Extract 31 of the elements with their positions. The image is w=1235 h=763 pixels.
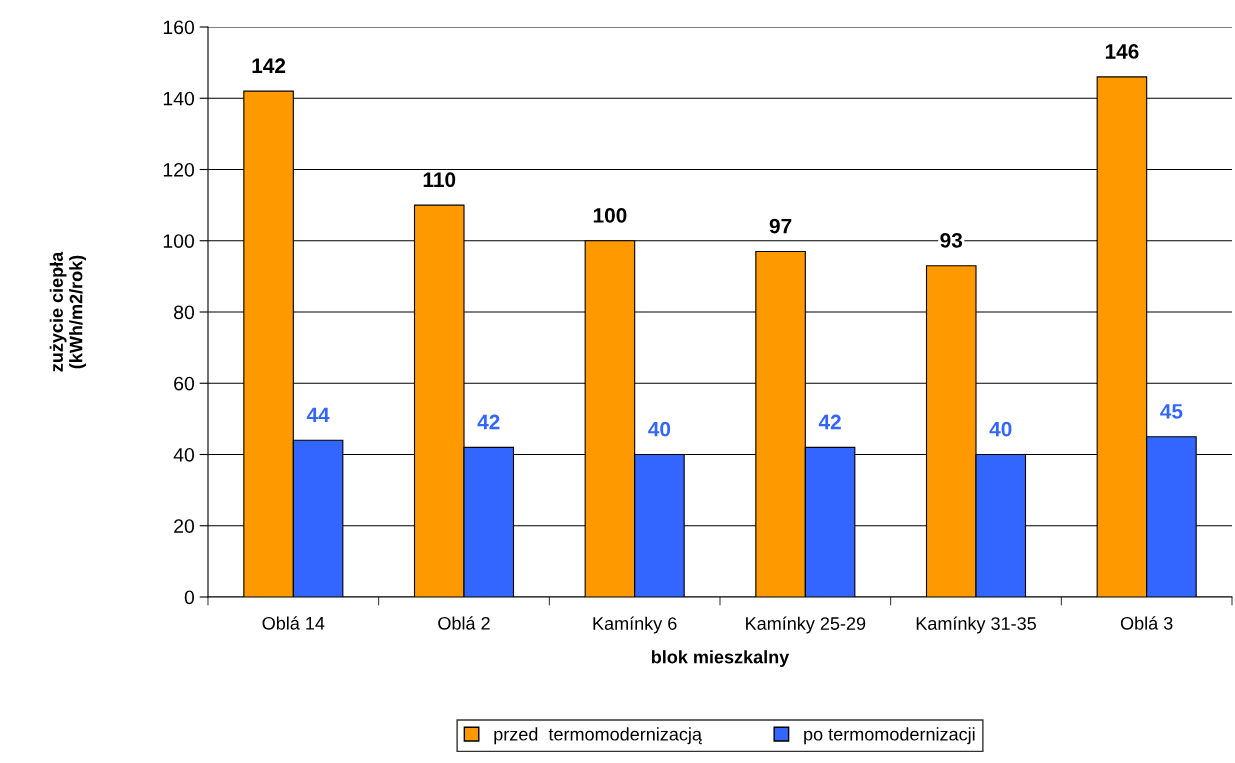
data-label: 100 — [593, 207, 627, 223]
data-label: 42 — [477, 414, 500, 430]
data-label: 45 — [1160, 404, 1183, 419]
x-tick-label: Oblá 14 — [262, 616, 325, 630]
x-tick-label: Oblá 2 — [438, 616, 490, 630]
y-tick-label: 100 — [163, 234, 195, 248]
x-tick-label: Kamínky 6 — [593, 616, 677, 634]
y-tick-label: 20 — [174, 519, 195, 533]
data-label: 110 — [423, 172, 456, 188]
x-tick-label: Kamínky 31-35 — [916, 616, 1036, 634]
data-label: 40 — [989, 421, 1012, 437]
y-tick-label: 0 — [184, 590, 195, 605]
y-tick-label: 80 — [174, 305, 195, 320]
x-tick-label: Kamínky 25-29 — [746, 616, 866, 634]
y-tick-label: 60 — [174, 376, 195, 391]
x-tick-label: Oblá 3 — [1120, 616, 1173, 630]
x-axis-title: blok mieszkalny — [651, 650, 790, 667]
y-axis-title: zużycie ciepła (kWh/m2/rok) — [49, 251, 86, 372]
y-tick-label: 160 — [163, 20, 195, 35]
data-label: 146 — [1105, 44, 1139, 59]
data-label: 40 — [648, 421, 671, 437]
data-label: 44 — [306, 407, 330, 423]
data-label: 142 — [252, 58, 286, 73]
data-label: 93 — [940, 232, 963, 248]
data-label: 97 — [769, 218, 792, 234]
data-label: 42 — [818, 414, 841, 430]
y-tick-label: 120 — [163, 162, 195, 177]
legend-label: po termomodernizacji — [804, 727, 975, 745]
y-tick-label: 140 — [163, 91, 195, 106]
legend-label: przed termomodernizacją — [494, 727, 702, 745]
y-tick-label: 40 — [173, 447, 195, 462]
